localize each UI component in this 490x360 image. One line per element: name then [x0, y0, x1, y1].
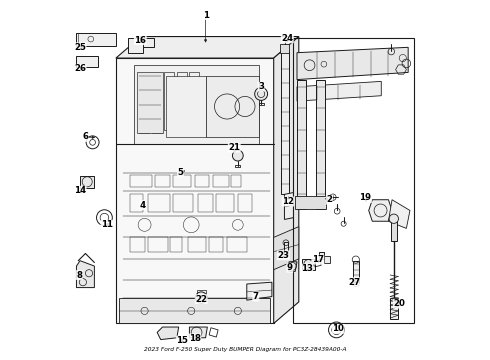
Bar [130, 237, 145, 252]
Bar [152, 76, 162, 134]
Polygon shape [190, 327, 207, 338]
Text: 1: 1 [202, 10, 209, 19]
Text: 24: 24 [281, 34, 294, 43]
Polygon shape [302, 259, 315, 270]
Bar [164, 72, 174, 130]
Bar [259, 103, 264, 105]
Bar [209, 237, 223, 252]
Bar [281, 51, 289, 194]
Bar [213, 175, 229, 187]
Polygon shape [116, 37, 299, 58]
Text: 20: 20 [393, 299, 405, 308]
Polygon shape [274, 226, 299, 270]
Circle shape [232, 150, 243, 161]
Bar [170, 237, 182, 252]
Polygon shape [368, 200, 392, 221]
Text: 26: 26 [74, 64, 86, 73]
Bar [235, 165, 240, 167]
Text: 5: 5 [177, 168, 183, 177]
Text: 12: 12 [282, 197, 294, 206]
Polygon shape [80, 176, 95, 188]
Polygon shape [166, 76, 205, 137]
Bar [390, 298, 398, 319]
Bar [148, 237, 168, 252]
Polygon shape [205, 76, 259, 137]
Bar [280, 44, 290, 53]
Polygon shape [143, 39, 153, 47]
Bar [198, 194, 213, 212]
Bar [190, 72, 199, 130]
Polygon shape [247, 282, 272, 300]
Text: 11: 11 [101, 220, 113, 229]
Bar [177, 72, 187, 130]
Polygon shape [285, 193, 294, 220]
Text: 22: 22 [195, 294, 207, 303]
Polygon shape [128, 39, 143, 53]
Text: 19: 19 [360, 193, 371, 202]
Polygon shape [316, 80, 324, 209]
Bar [231, 175, 242, 187]
Circle shape [389, 214, 398, 224]
Polygon shape [76, 56, 98, 67]
Text: 23: 23 [277, 251, 290, 260]
Circle shape [255, 87, 268, 100]
Bar [130, 175, 152, 187]
Text: 8: 8 [76, 270, 82, 279]
Polygon shape [120, 298, 270, 323]
Polygon shape [297, 80, 306, 209]
Bar [148, 194, 170, 212]
Polygon shape [76, 33, 116, 45]
Bar [391, 221, 397, 241]
Bar [195, 175, 209, 187]
Bar [139, 76, 149, 134]
Bar [173, 194, 193, 212]
Polygon shape [389, 200, 410, 228]
Polygon shape [295, 196, 326, 209]
Polygon shape [274, 37, 299, 323]
Circle shape [196, 292, 207, 303]
Polygon shape [324, 256, 330, 263]
Text: 15: 15 [176, 336, 188, 345]
Polygon shape [297, 81, 381, 101]
Text: 2023 Ford F-250 Super Duty BUMPER Diagram for PC3Z-28439A00-A: 2023 Ford F-250 Super Duty BUMPER Diagra… [144, 347, 346, 352]
Text: 14: 14 [74, 186, 86, 195]
Text: 2: 2 [326, 195, 332, 204]
Bar [216, 194, 234, 212]
Text: 17: 17 [312, 255, 324, 264]
Text: 6: 6 [82, 132, 88, 141]
Bar [196, 290, 206, 296]
Bar [130, 194, 143, 212]
Text: 4: 4 [140, 201, 146, 210]
Bar [155, 175, 170, 187]
Polygon shape [76, 261, 95, 288]
Bar [353, 261, 359, 282]
Text: 16: 16 [134, 36, 147, 45]
Text: 7: 7 [253, 292, 259, 301]
Text: 21: 21 [228, 143, 240, 152]
Text: 27: 27 [349, 278, 361, 287]
Text: 3: 3 [258, 82, 264, 91]
Polygon shape [116, 58, 274, 323]
Polygon shape [157, 327, 179, 339]
Polygon shape [289, 262, 297, 271]
Text: 10: 10 [332, 324, 344, 333]
Bar [173, 175, 191, 187]
Polygon shape [318, 252, 324, 259]
Bar [188, 237, 205, 252]
Text: 9: 9 [287, 264, 293, 273]
Text: 25: 25 [74, 43, 86, 52]
Bar [238, 194, 252, 212]
Bar [284, 242, 288, 253]
Polygon shape [137, 72, 163, 134]
Polygon shape [134, 65, 259, 144]
Polygon shape [297, 47, 408, 80]
Text: 13: 13 [301, 264, 313, 273]
Text: 18: 18 [189, 334, 201, 343]
Bar [227, 237, 247, 252]
